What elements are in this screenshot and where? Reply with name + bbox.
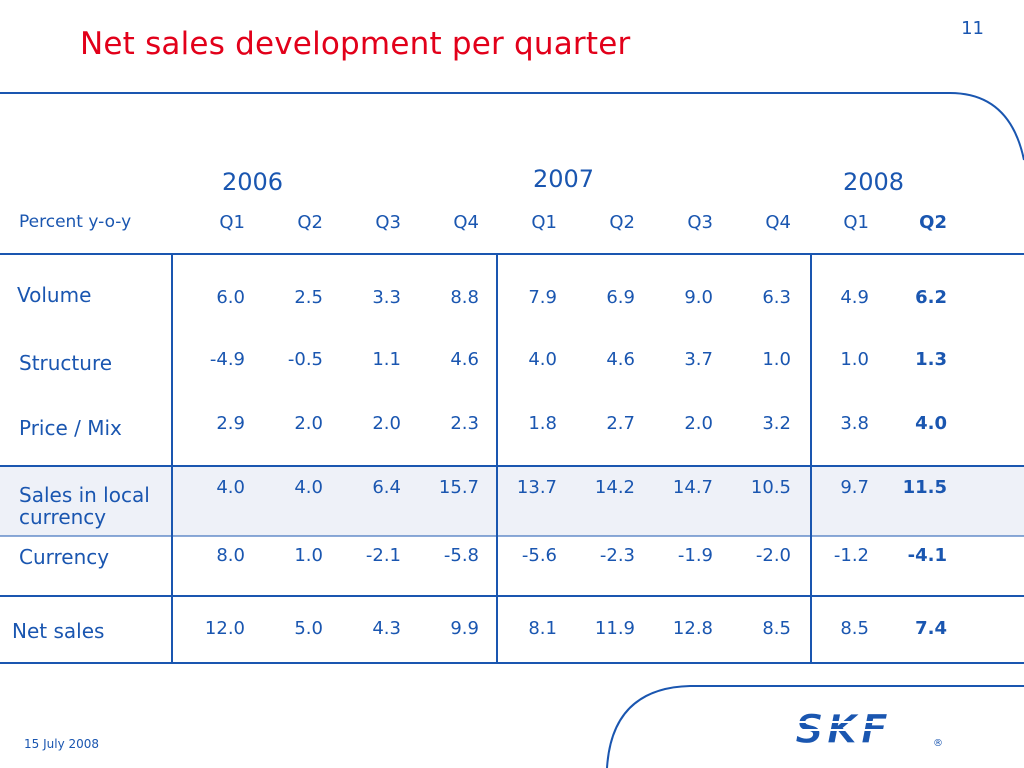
table-cell: 2.0	[294, 413, 323, 434]
table-cell: 1.8	[528, 413, 557, 434]
table-cell: 3.8	[840, 413, 869, 434]
table-cell: 4.0	[528, 349, 557, 370]
table-cell: 12.0	[204, 618, 245, 639]
quarter-header: Q3	[687, 212, 713, 233]
table-cell: -5.8	[443, 545, 479, 566]
table-cell: 7.9	[528, 287, 557, 308]
table-cell: 8.1	[528, 618, 557, 639]
table-cell: 14.7	[672, 477, 713, 498]
table-cell: 1.0	[294, 545, 323, 566]
table-cell: 4.9	[840, 287, 869, 308]
table-cell: 4.0	[915, 413, 947, 434]
table-cell: -1.2	[833, 545, 869, 566]
table-cell: 9.0	[684, 287, 713, 308]
table-cell: 2.9	[216, 413, 245, 434]
table-cell: 9.7	[840, 477, 869, 498]
table-cell: 6.3	[762, 287, 791, 308]
table-cell: 11.5	[902, 477, 947, 498]
quarter-header: Q1	[843, 212, 869, 233]
table-cell: 3.7	[684, 349, 713, 370]
table-cell: 4.6	[606, 349, 635, 370]
table-cell: -4.1	[907, 545, 947, 566]
table-cell: 5.0	[294, 618, 323, 639]
table-cell: 7.4	[915, 618, 947, 639]
table-cell: 8.0	[216, 545, 245, 566]
footer-date: 15 July 2008	[24, 737, 100, 751]
table-cell: 4.3	[372, 618, 401, 639]
table-cell: 6.2	[915, 287, 947, 308]
table-cell: 1.0	[762, 349, 791, 370]
table-cell: -2.0	[755, 545, 791, 566]
year-2008-header: 2008	[843, 168, 905, 196]
page-number: 11	[961, 18, 984, 39]
table-cell: -2.1	[365, 545, 401, 566]
quarter-header: Q2	[297, 212, 323, 233]
table-cell: 8.5	[840, 618, 869, 639]
table-cell: 6.9	[606, 287, 635, 308]
table-cell: 4.0	[216, 477, 245, 498]
table-cell: -4.9	[209, 349, 245, 370]
table-cell: 8.5	[762, 618, 791, 639]
row-label-structure: Structure	[19, 351, 113, 375]
quarter-header: Q2	[919, 212, 947, 233]
table-cell: -2.3	[599, 545, 635, 566]
row-label-net-sales: Net sales	[12, 619, 105, 643]
table-cell: 4.6	[450, 349, 479, 370]
year-2006-header: 2006	[222, 168, 284, 196]
table-cell: 1.0	[840, 349, 869, 370]
row-label-line: currency	[19, 505, 107, 529]
table-cell: 2.5	[294, 287, 323, 308]
table-cell: -1.9	[677, 545, 713, 566]
row-label-volume: Volume	[17, 283, 92, 307]
year-2007-header: 2007	[533, 165, 595, 193]
table-cell: 3.3	[372, 287, 401, 308]
skf-logo-stripes	[795, 721, 940, 731]
table-cell: 6.0	[216, 287, 245, 308]
slide-title: Net sales development per quarter	[80, 26, 631, 62]
table-cell: 1.3	[915, 349, 947, 370]
table-cell: 2.7	[606, 413, 635, 434]
table-cell: 13.7	[516, 477, 557, 498]
table-cell: 4.0	[294, 477, 323, 498]
quarter-header: Q4	[765, 212, 791, 233]
table-cell: 2.0	[684, 413, 713, 434]
quarter-header: Q1	[531, 212, 557, 233]
quarter-header: Q2	[609, 212, 635, 233]
table-cell: 11.9	[594, 618, 635, 639]
table-cell: -0.5	[287, 349, 323, 370]
table-cell: 15.7	[438, 477, 479, 498]
table-cell: 9.9	[450, 618, 479, 639]
highlight-band	[0, 466, 1024, 536]
row-label-currency: Currency	[19, 545, 110, 569]
table-cell: 8.8	[450, 287, 479, 308]
row-label-sales-local-currency: Sales in local currency	[19, 484, 150, 528]
table-cell: 10.5	[750, 477, 791, 498]
row-header-label: Percent y-o-y	[19, 212, 132, 232]
table-cell: 14.2	[594, 477, 635, 498]
row-label-price-mix: Price / Mix	[19, 416, 122, 440]
table-cell: 2.3	[450, 413, 479, 434]
table-cell: 3.2	[762, 413, 791, 434]
bottom-rule-line	[606, 685, 1024, 768]
registered-mark: ®	[933, 738, 943, 749]
skf-logo: SKF ®	[795, 708, 943, 752]
top-rule-line	[0, 92, 1024, 161]
table-cell: 2.0	[372, 413, 401, 434]
quarter-header: Q4	[453, 212, 479, 233]
table-cell: 1.1	[372, 349, 401, 370]
table-cell: -5.6	[521, 545, 557, 566]
row-label-line: Sales in local	[19, 483, 150, 507]
quarter-header: Q3	[375, 212, 401, 233]
quarter-header: Q1	[219, 212, 245, 233]
table-cell: 6.4	[372, 477, 401, 498]
table-cell: 12.8	[672, 618, 713, 639]
